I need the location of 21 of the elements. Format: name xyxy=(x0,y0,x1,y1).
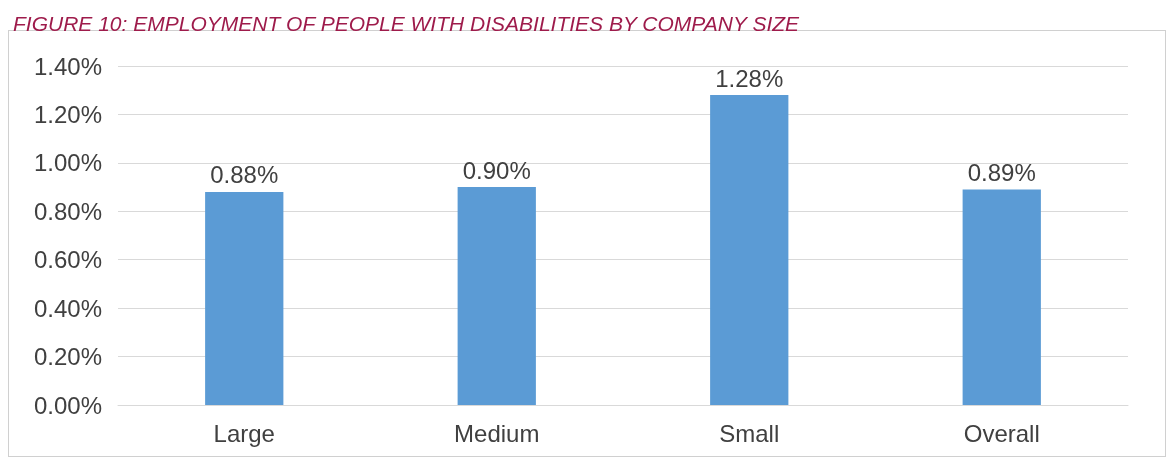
chart-title: FIGURE 10: EMPLOYMENT OF PEOPLE WITH DISABILITIES BY COMPANY SIZE xyxy=(13,12,801,35)
data-label: 1.28% xyxy=(715,64,784,92)
x-tick-label: Large xyxy=(213,419,275,447)
bar xyxy=(710,95,789,405)
bar xyxy=(457,187,536,405)
y-tick-label: 1.20% xyxy=(33,100,102,128)
y-tick-label: 0.60% xyxy=(33,246,102,274)
y-tick-label: 0.00% xyxy=(33,391,102,419)
y-tick-label: 1.40% xyxy=(33,52,102,80)
bar xyxy=(205,191,284,405)
x-tick-label: Medium xyxy=(454,419,540,447)
bar xyxy=(962,189,1041,405)
y-tick-label: 0.20% xyxy=(33,343,102,371)
x-tick-label: Overall xyxy=(963,419,1040,447)
y-tick-label: 0.80% xyxy=(33,197,102,225)
y-tick-label: 1.00% xyxy=(33,149,102,177)
data-label: 0.89% xyxy=(967,158,1036,186)
y-tick-label: 0.40% xyxy=(33,294,102,322)
x-tick-label: Small xyxy=(719,419,780,447)
data-label: 0.90% xyxy=(462,156,531,184)
data-label: 0.88% xyxy=(210,161,279,189)
